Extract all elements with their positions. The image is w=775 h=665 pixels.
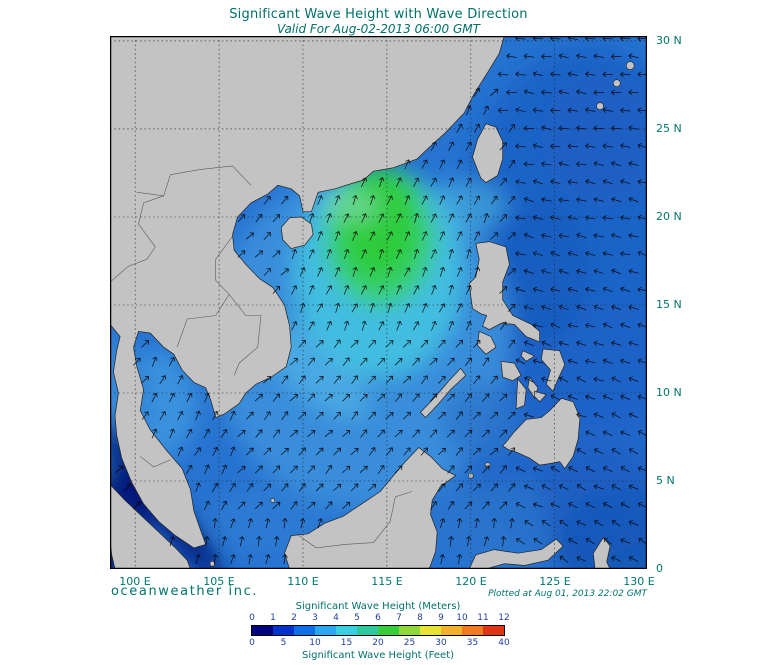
- oceanweather-brand-text: oceanweather inc.: [111, 584, 259, 599]
- lon-label: 105 E: [203, 575, 235, 588]
- meters-tick: 6: [375, 613, 381, 623]
- meters-tick: 11: [477, 613, 489, 623]
- feet-tick: 25: [403, 638, 416, 648]
- lon-label: 130 E: [623, 575, 655, 588]
- wave-map: [110, 36, 647, 569]
- landmasses: [110, 36, 635, 569]
- country-borders: [110, 165, 413, 549]
- page-title: Significant Wave Height with Wave Direct…: [229, 7, 528, 22]
- feet-tick: 0: [249, 638, 255, 648]
- lat-label: 20 N: [656, 209, 682, 223]
- colorbar-feet-label: Significant Wave Height (Feet): [301, 650, 455, 661]
- meters-tick: 0: [249, 613, 255, 623]
- lon-label: 100 E: [119, 575, 151, 588]
- colorbar-gradient: [251, 625, 505, 636]
- colorbar-feet-ticks: 0 5 10 15 20 25 30 35 40: [249, 638, 510, 649]
- wave-map-svg: [110, 36, 647, 569]
- feet-tick: 30: [435, 638, 447, 648]
- meters-tick: 7: [396, 613, 402, 623]
- feet-tick: 15: [340, 638, 353, 648]
- lat-label: 10 N: [656, 385, 682, 399]
- lon-label: 120 E: [455, 575, 487, 588]
- lon-label: 115 E: [371, 575, 403, 588]
- lat-label: 5 N: [656, 473, 675, 487]
- grid-lines: [110, 36, 647, 569]
- lat-label: 0: [656, 562, 663, 575]
- meters-tick: 5: [354, 613, 360, 623]
- map-area: 30 N 25 N 20 N 15 N 10 N 5 N 0 100 E 105 E 110 E…: [110, 34, 682, 588]
- feet-tick: 5: [280, 638, 287, 648]
- lat-label: 25 N: [656, 121, 682, 135]
- meters-tick: 3: [312, 613, 318, 623]
- meters-tick: 2: [291, 613, 297, 623]
- colorbar-meters-ticks: 0 1 2 3 4 5 6 7 8 9 10 11 12: [249, 613, 510, 624]
- meters-tick: 9: [438, 613, 444, 623]
- lat-label: 30 N: [656, 33, 682, 47]
- meters-tick: 10: [456, 613, 468, 623]
- wave-direction-arrows: [115, 36, 647, 565]
- valid-time-subtitle: Valid For Aug-02-2013 06:00 GMT: [277, 22, 480, 36]
- meters-tick: 12: [498, 613, 510, 623]
- lat-label: 15 N: [656, 297, 682, 311]
- feet-tick: 10: [309, 638, 321, 648]
- colorbar-meters-label: Significant Wave Height (Meters): [295, 601, 461, 612]
- feet-tick: 20: [372, 638, 384, 648]
- feet-tick: 35: [466, 638, 479, 648]
- plotted-timestamp: Plotted at Aug 01, 2013 22:02 GMT: [488, 589, 647, 599]
- meters-tick: 1: [270, 613, 276, 623]
- map-frame: [110, 36, 647, 569]
- meters-tick: 8: [417, 613, 423, 623]
- lon-label: 110 E: [287, 575, 319, 588]
- meters-tick: 4: [333, 613, 339, 623]
- lon-label: 125 E: [539, 575, 571, 588]
- feet-tick: 40: [498, 638, 510, 648]
